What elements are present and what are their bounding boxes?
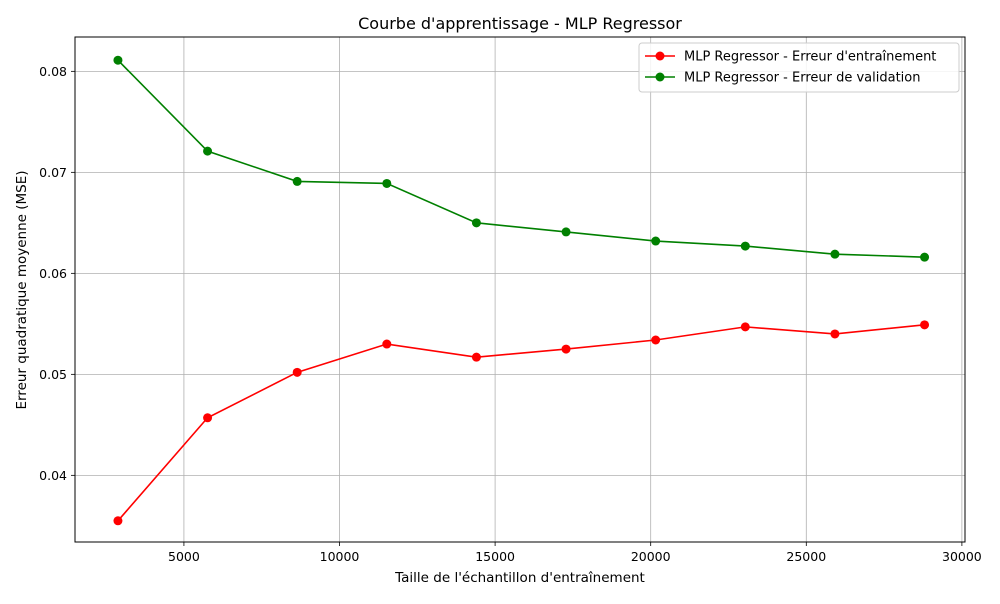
x-axis-label: Taille de l'échantillon d'entraînement: [394, 570, 645, 586]
y-axis-label: Erreur quadratique moyenne (MSE): [14, 170, 30, 409]
data-point: [740, 241, 750, 251]
grid: [75, 37, 965, 542]
x-tick-label: 5000: [168, 549, 200, 564]
legend-label: MLP Regressor - Erreur de validation: [684, 71, 920, 86]
data-point: [382, 339, 392, 349]
legend-label: MLP Regressor - Erreur d'entraînement: [684, 50, 936, 65]
x-tick-label: 25000: [786, 549, 826, 564]
x-tick-label: 15000: [475, 549, 515, 564]
data-point: [651, 335, 661, 345]
legend-marker: [655, 72, 665, 82]
data-point: [203, 146, 213, 156]
legend-marker: [655, 51, 665, 61]
x-tick-label: 20000: [631, 549, 671, 564]
chart-title: Courbe d'apprentissage - MLP Regressor: [358, 14, 682, 33]
x-tick-label: 30000: [942, 549, 982, 564]
data-point: [203, 413, 213, 423]
ticks: 5000 10000 15000 20000 25000 30000 0.04 0.05 0.0…: [39, 64, 982, 564]
series-1: [113, 55, 930, 262]
series-0: [113, 320, 930, 526]
plot-frame: [74, 36, 966, 543]
data-point: [651, 236, 661, 246]
legend-box: [638, 42, 960, 93]
series-line: [117, 59, 925, 258]
data-point: [830, 329, 840, 339]
data-point: [471, 218, 481, 228]
data-point: [292, 176, 302, 186]
series-line: [117, 324, 925, 522]
legend-item: MLP Regressor - Erreur de validation: [645, 71, 920, 86]
y-tick-label: 0.08: [39, 64, 67, 79]
y-tick-label: 0.05: [39, 367, 67, 382]
data-point: [471, 352, 481, 362]
y-tick-label: 0.04: [39, 468, 67, 483]
data-point: [561, 227, 571, 237]
data-point: [292, 367, 302, 377]
y-tick-label: 0.07: [39, 165, 67, 180]
data-point: [113, 516, 123, 526]
data-point: [920, 252, 930, 262]
data-point: [113, 55, 123, 65]
data-point: [561, 344, 571, 354]
data-point: [920, 320, 930, 330]
x-tick-label: 10000: [320, 549, 360, 564]
y-tick-label: 0.06: [39, 266, 67, 281]
data-point: [382, 178, 392, 188]
series-layer: [113, 55, 930, 526]
data-point: [830, 249, 840, 259]
legend: MLP Regressor - Erreur d'entraînement MLP…: [638, 42, 960, 93]
legend-item: MLP Regressor - Erreur d'entraînement: [645, 50, 936, 65]
data-point: [740, 322, 750, 332]
